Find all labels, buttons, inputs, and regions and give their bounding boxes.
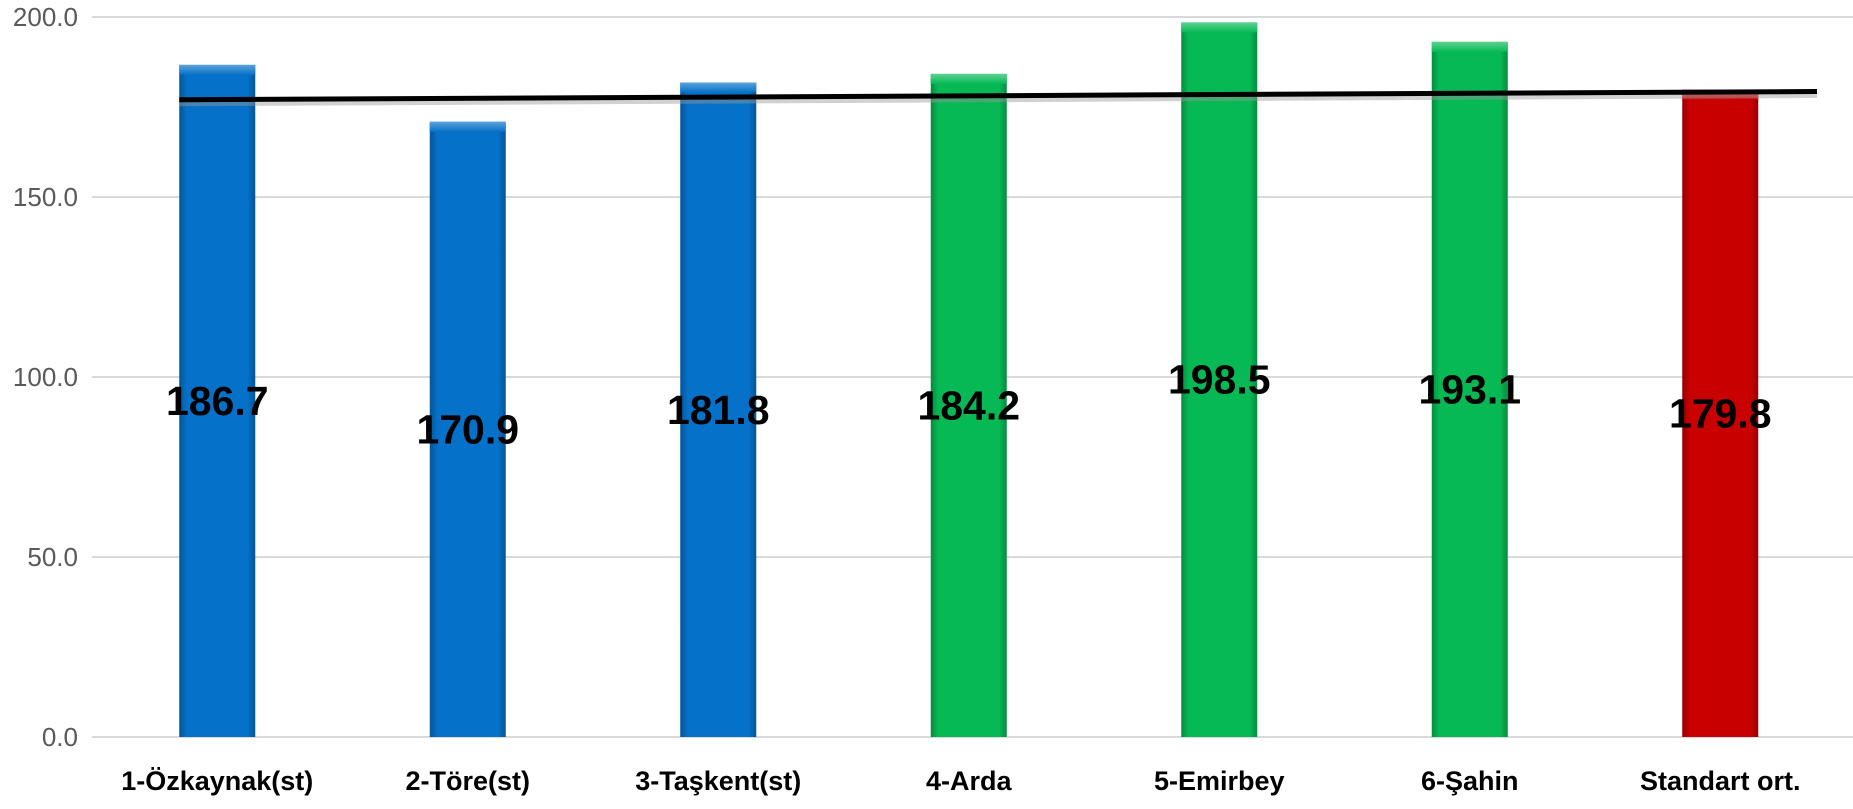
data-label: 186.7 xyxy=(166,378,269,424)
bar xyxy=(1431,41,1508,737)
bar xyxy=(429,121,506,737)
bar xyxy=(680,82,757,737)
data-label: 181.8 xyxy=(667,387,770,433)
y-tick-label: 100.0 xyxy=(13,362,78,392)
trend-line-shadow xyxy=(179,93,1818,107)
trend-line xyxy=(179,89,1818,103)
y-tick-label: 0.0 xyxy=(42,722,78,752)
x-tick-label: 4-Arda xyxy=(926,766,1013,796)
bar xyxy=(179,64,256,737)
x-axis: 1-Özkaynak(st) 2-Töre(st) 3-Taşkent(st) 4-A… xyxy=(121,766,1800,796)
data-label: 170.9 xyxy=(416,406,519,452)
x-tick-label: Standart ort. xyxy=(1640,766,1801,796)
x-tick-label: 2-Töre(st) xyxy=(405,766,530,796)
bar-top-bevel xyxy=(1181,22,1258,33)
data-label: 179.8 xyxy=(1669,390,1772,436)
bar-top-bevel xyxy=(1682,89,1759,100)
data-label: 184.2 xyxy=(917,382,1020,428)
data-label: 198.5 xyxy=(1168,357,1271,403)
data-label: 193.1 xyxy=(1418,366,1521,412)
y-tick-label: 50.0 xyxy=(27,542,78,572)
bar-top-bevel xyxy=(1431,41,1508,52)
trend-line-group xyxy=(179,89,1818,107)
bar xyxy=(930,73,1007,737)
bar xyxy=(1682,89,1759,738)
bar xyxy=(1181,22,1258,737)
y-tick-label: 200.0 xyxy=(13,2,78,32)
x-tick-label: 6-Şahin xyxy=(1421,766,1519,796)
bar-top-bevel xyxy=(680,82,757,93)
x-tick-label: 3-Taşkent(st) xyxy=(635,766,801,796)
bar-top-bevel xyxy=(179,64,256,75)
y-axis: 0.0 50.0 100.0 150.0 200.0 xyxy=(13,2,78,752)
bars xyxy=(179,22,1759,738)
bar-top-bevel xyxy=(429,121,506,132)
data-labels: 186.7 170.9 181.8 184.2 198.5 193.1 179.8 xyxy=(166,357,1772,453)
bar-top-bevel xyxy=(930,73,1007,84)
x-tick-label: 1-Özkaynak(st) xyxy=(121,766,313,796)
x-tick-label: 5-Emirbey xyxy=(1154,766,1285,796)
y-tick-label: 150.0 xyxy=(13,182,78,212)
